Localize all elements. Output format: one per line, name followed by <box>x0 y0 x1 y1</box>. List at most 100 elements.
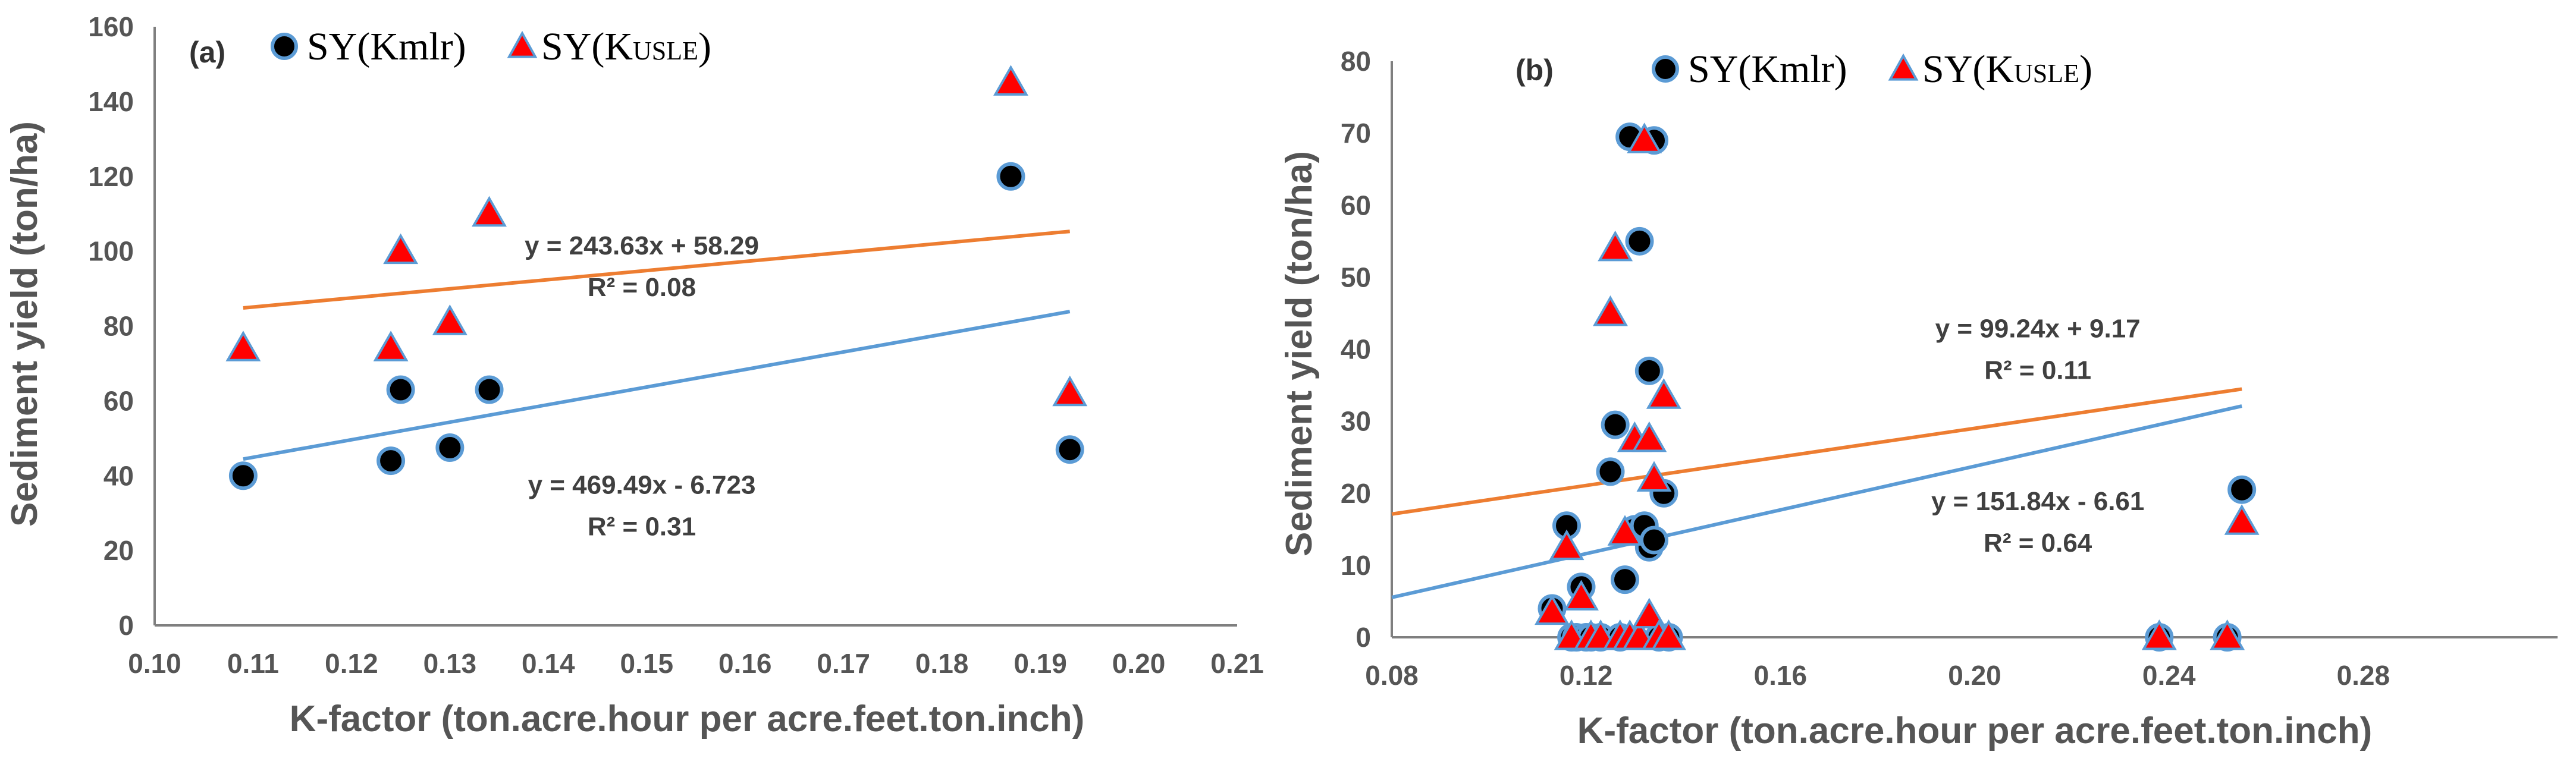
panel-b-trend-equation-kmlr: y = 151.84x - 6.61 R² = 0.64 <box>1931 487 2144 558</box>
panel-b-trend-equation-kusle: y = 99.24x + 9.17 R² = 0.11 <box>1935 314 2141 385</box>
panel-a-x-axis-label: K-factor (ton.acre.hour per acre.feet.to… <box>290 699 1085 740</box>
x-tick-label: 0.28 <box>2337 660 2390 691</box>
y-tick-label: 50 <box>1341 262 1371 292</box>
data-point-kusle <box>2141 619 2177 650</box>
data-point-kmlr <box>1634 356 1664 385</box>
x-tick-label: 0.17 <box>817 648 870 679</box>
legend-kusle-subscript: USLE <box>2014 59 2079 88</box>
x-tick-label: 0.20 <box>1948 660 2001 691</box>
x-tick-label: 0.15 <box>620 648 674 679</box>
x-tick-label: 0.18 <box>915 648 969 679</box>
y-tick-label: 20 <box>103 535 134 566</box>
x-tick-label: 0.24 <box>2142 660 2196 691</box>
data-point-kusle <box>1593 295 1628 326</box>
y-tick-label: 0 <box>1356 622 1371 653</box>
y-tick-label: 20 <box>1341 478 1371 509</box>
y-tick-label: 140 <box>88 86 134 117</box>
x-tick-label: 0.12 <box>325 648 378 679</box>
legend-kmlr-marker <box>1652 55 1679 83</box>
legend-kusle-marker <box>1888 53 1919 81</box>
trendline <box>1391 387 2242 516</box>
data-point-kusle <box>1598 230 1633 262</box>
panel-b-trendlines <box>1391 387 2242 599</box>
equation-text: y = 469.49x - 6.723 <box>528 471 756 500</box>
data-point-kmlr <box>1640 526 1668 555</box>
panel-b-data-points <box>1535 122 2260 652</box>
r-squared-text: R² = 0.64 <box>1984 528 2092 558</box>
data-point-kusle <box>1651 619 1686 650</box>
legend-kmlr-marker <box>271 33 298 60</box>
legend-kusle-label: SY(KUSLE) <box>541 25 711 68</box>
x-tick-label: 0.19 <box>1014 648 1067 679</box>
data-point-kmlr <box>2227 475 2257 504</box>
data-point-kmlr <box>228 461 258 490</box>
data-point-kmlr <box>1055 435 1084 464</box>
panel-a-data-points <box>225 65 1088 490</box>
data-point-kusle <box>2210 619 2245 650</box>
chart-panel-b: 0.08 0.12 0.16 0.20 0.24 0.28 0 10 20 30 40 50 60 70… <box>1279 46 2558 751</box>
data-point-kusle <box>1631 421 1667 452</box>
data-point-kusle <box>2224 504 2260 535</box>
panel-b-label: (b) <box>1516 54 1554 87</box>
data-point-kusle <box>1535 594 1570 625</box>
r-squared-text: R² = 0.08 <box>588 273 696 302</box>
legend-kmlr-label: SY(Kmlr) <box>1688 48 1847 91</box>
y-tick-label: 60 <box>103 385 134 416</box>
trendline <box>243 229 1071 310</box>
y-tick-label: 30 <box>1341 406 1371 437</box>
panel-b-legend: SY(Kmlr) SY(KUSLE) <box>1652 48 2092 91</box>
panel-a-legend: SY(Kmlr) SY(KUSLE) <box>271 25 711 68</box>
x-tick-label: 0.08 <box>1365 660 1419 691</box>
panel-a-trend-equation-kmlr: y = 469.49x - 6.723 R² = 0.31 <box>528 471 756 542</box>
legend-kusle-label: SY(KUSLE) <box>1922 48 2092 91</box>
data-point-kusle <box>1631 597 1667 629</box>
data-point-kmlr <box>435 433 465 462</box>
legend-kmlr-label: SY(Kmlr) <box>307 25 466 68</box>
legend-kusle-subscript: USLE <box>633 36 698 65</box>
equation-text: y = 99.24x + 9.17 <box>1935 314 2141 344</box>
data-point-kusle <box>225 331 261 361</box>
y-tick-label: 70 <box>1341 118 1371 149</box>
equation-text: y = 243.63x + 58.29 <box>525 231 759 260</box>
data-point-kusle <box>373 331 409 361</box>
data-point-kmlr <box>1611 565 1639 594</box>
legend-kusle-close: ) <box>2079 48 2092 91</box>
panel-b-x-tick-labels: 0.08 0.12 0.16 0.20 0.24 0.28 <box>1365 660 2390 691</box>
chart-panel-a: 0.10 0.11 0.12 0.13 0.14 0.15 0.16 0.17 0.18 0.19… <box>4 11 1264 740</box>
data-point-kusle <box>993 65 1028 96</box>
data-point-kmlr <box>1601 410 1630 439</box>
y-tick-label: 80 <box>103 311 134 342</box>
equation-text: y = 151.84x - 6.61 <box>1931 487 2144 516</box>
x-tick-label: 0.12 <box>1560 660 1613 691</box>
x-tick-label: 0.16 <box>1754 660 1808 691</box>
y-tick-label: 40 <box>1341 334 1371 365</box>
x-tick-label: 0.21 <box>1210 648 1264 679</box>
panel-a-trend-equation-kusle: y = 243.63x + 58.29 R² = 0.08 <box>525 231 759 302</box>
trendline <box>243 310 1071 461</box>
data-point-kmlr <box>475 375 504 404</box>
y-tick-label: 80 <box>1341 46 1371 77</box>
panel-b-y-axis-label: Sediment yield (ton/ha) <box>1279 151 1320 556</box>
x-tick-label: 0.14 <box>522 648 575 679</box>
y-tick-label: 0 <box>118 610 134 641</box>
panel-b-x-axis-label: K-factor (ton.acre.hour per acre.feet.to… <box>1577 710 2373 751</box>
y-tick-label: 100 <box>88 236 134 267</box>
data-point-kusle <box>1549 529 1584 561</box>
data-point-kusle <box>1627 122 1662 153</box>
legend-kusle-marker <box>507 30 538 58</box>
legend-kusle-close: ) <box>698 25 711 68</box>
panel-a-label: (a) <box>189 36 225 69</box>
data-point-kusle <box>432 304 467 335</box>
data-point-kusle <box>1052 375 1088 407</box>
x-tick-label: 0.10 <box>128 648 181 679</box>
panel-a-trendlines <box>243 229 1071 461</box>
data-point-kusle <box>1646 378 1681 409</box>
data-point-kusle <box>1564 580 1599 611</box>
legend-kusle-main: SY(K <box>1922 48 2014 91</box>
panel-a-y-axis-label: Sediment yield (ton/ha) <box>4 121 45 527</box>
r-squared-text: R² = 0.11 <box>1984 356 2091 385</box>
y-tick-label: 10 <box>1341 550 1371 581</box>
x-tick-label: 0.11 <box>227 648 279 679</box>
data-point-kmlr <box>376 446 406 476</box>
